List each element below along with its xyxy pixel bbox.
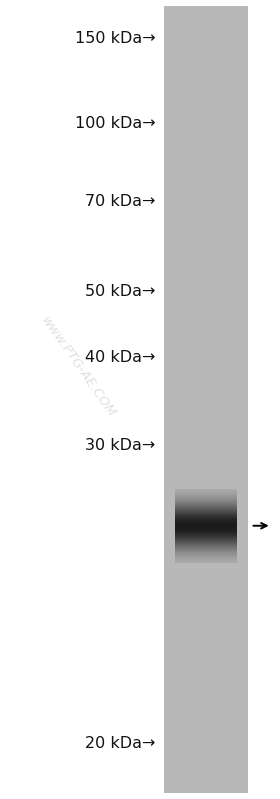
Text: 30 kDa→: 30 kDa→ (85, 439, 155, 453)
Text: www.PTG-AE.COM: www.PTG-AE.COM (39, 315, 118, 420)
Text: 50 kDa→: 50 kDa→ (85, 284, 155, 299)
Text: 20 kDa→: 20 kDa→ (85, 736, 155, 750)
Bar (164, 6, 248, 793)
Text: 150 kDa→: 150 kDa→ (75, 31, 155, 46)
Text: 70 kDa→: 70 kDa→ (85, 194, 155, 209)
Text: 40 kDa→: 40 kDa→ (85, 351, 155, 365)
Text: 100 kDa→: 100 kDa→ (75, 117, 155, 131)
